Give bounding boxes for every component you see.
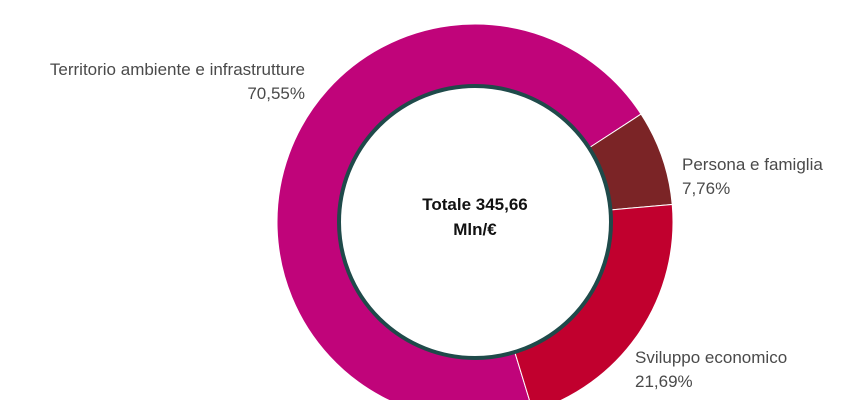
center-label-line1: Totale 345,66 [422, 195, 528, 214]
label-territorio-value: 70,55% [247, 84, 305, 103]
label-persona-value: 7,76% [682, 179, 730, 198]
label-territorio-name: Territorio ambiente e infrastrutture [50, 60, 305, 79]
center-label-line2: Mln/€ [453, 220, 497, 239]
center-ring [337, 84, 613, 360]
label-persona-name: Persona e famiglia [682, 155, 823, 174]
label-sviluppo-value: 21,69% [635, 372, 693, 391]
label-sviluppo-name: Sviluppo economico [635, 348, 787, 367]
